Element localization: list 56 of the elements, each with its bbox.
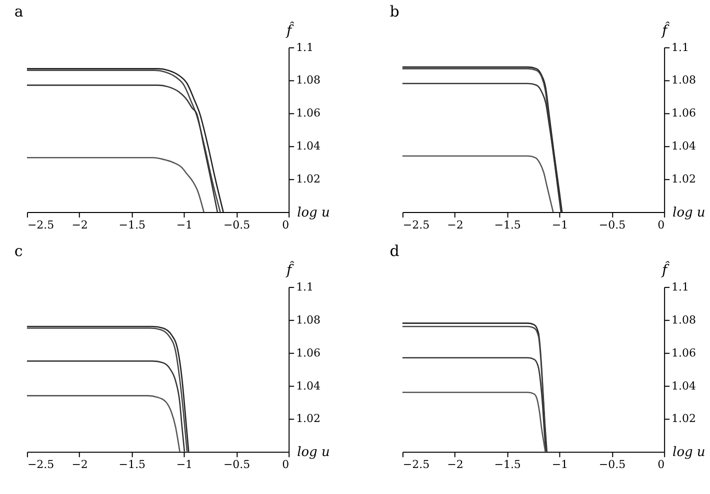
x-axis-title: log u — [672, 445, 706, 460]
x-tick-label: −1.5 — [118, 218, 146, 232]
x-tick-label: −1.5 — [494, 218, 521, 232]
y-tick-label: 1.08 — [672, 74, 696, 87]
x-axis-title: log u — [297, 445, 330, 460]
x-tick-label: −1.5 — [494, 458, 521, 472]
x-tick-label: −2 — [72, 458, 88, 472]
x-tick-label: −2 — [447, 458, 464, 472]
x-axis-title: log u — [672, 206, 706, 221]
x-tick-label: −1 — [552, 218, 568, 232]
chart-title: c — [14, 242, 23, 260]
y-tick-label: 1.02 — [672, 412, 696, 426]
y-axis-title: f̂ — [660, 20, 670, 39]
x-tick-label: −2 — [447, 218, 464, 232]
x-tick-label: −0.5 — [223, 218, 250, 232]
x-tick-label: −2.5 — [27, 218, 54, 232]
x-tick-label: −2.5 — [402, 218, 430, 232]
y-tick-label: 1.1 — [672, 280, 690, 294]
y-tick-label: 1.06 — [672, 346, 696, 360]
y-axis-title: f̂ — [286, 260, 295, 278]
y-tick-label: 1.02 — [296, 172, 321, 186]
y-tick-label: 1.04 — [672, 379, 696, 392]
x-tick-label: 0 — [282, 218, 290, 232]
x-tick-label: 0 — [658, 458, 665, 472]
x-tick-label: −0.5 — [598, 218, 626, 232]
y-tick-label: 1.04 — [296, 379, 321, 392]
x-tick-label: −1 — [176, 458, 193, 472]
x-tick-label: −0.5 — [598, 458, 626, 472]
y-tick-label: 1.02 — [672, 172, 696, 186]
y-tick-label: 1.04 — [296, 140, 321, 153]
y-tick-label: 1.1 — [296, 280, 314, 294]
x-tick-label: −0.5 — [223, 458, 250, 472]
x-tick-label: 0 — [658, 218, 665, 232]
y-tick-label: 1.08 — [672, 313, 696, 326]
chart-title: d — [390, 242, 400, 260]
x-tick-label: 0 — [282, 458, 290, 472]
chart-title: a — [14, 2, 24, 20]
y-tick-label: 1.1 — [296, 40, 314, 54]
y-tick-label: 1.06 — [296, 346, 321, 360]
y-axis-title: f̂ — [286, 20, 295, 39]
y-tick-label: 1.08 — [296, 74, 321, 87]
y-tick-label: 1.02 — [296, 412, 321, 426]
y-tick-label: 1.06 — [672, 106, 696, 120]
y-tick-label: 1.04 — [672, 140, 696, 153]
y-tick-label: 1.06 — [296, 106, 321, 120]
x-tick-label: −1 — [552, 458, 568, 472]
x-tick-label: −2.5 — [27, 458, 54, 472]
y-tick-label: 1.08 — [296, 313, 321, 326]
y-tick-label: 1.1 — [672, 40, 690, 54]
chart-title: b — [390, 2, 400, 20]
y-axis-title: f̂ — [660, 260, 670, 278]
x-tick-label: −1.5 — [118, 458, 146, 472]
x-axis-title: log u — [297, 206, 330, 221]
x-tick-label: −2 — [72, 218, 88, 232]
x-tick-label: −1 — [176, 218, 193, 232]
x-tick-label: −2.5 — [402, 458, 430, 472]
